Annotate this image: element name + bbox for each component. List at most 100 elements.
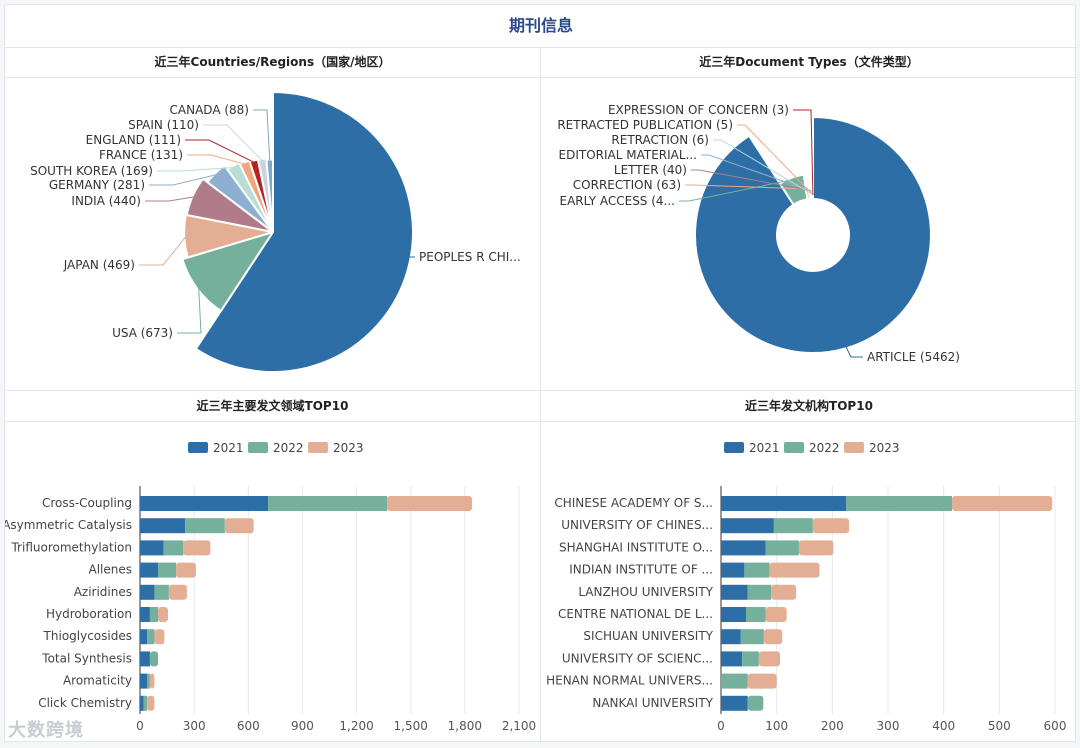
leader-line xyxy=(185,139,255,163)
bar-henan-normal-univers-2023 xyxy=(747,673,777,689)
institutions-bar-chart: 2021 2022 2023 0 100 200 300 400 500 600 CHINESE A… xyxy=(546,441,1067,733)
bar-chinese-academy-of-s-2023 xyxy=(952,496,1053,511)
legend-swatch-2022 xyxy=(784,442,804,453)
bar-university-of-chines-2023 xyxy=(812,518,850,534)
x-tick-label: 200 xyxy=(821,719,844,733)
slice-label: LETTER (40) xyxy=(614,163,687,177)
bar-chinese-academy-of-s-2021 xyxy=(721,496,847,511)
bar-asymmetric-catalysis-2021 xyxy=(140,518,186,534)
category-label: Aziridines xyxy=(74,585,132,599)
slice-germany-281 xyxy=(206,164,274,233)
page-title: 期刊信息 xyxy=(5,5,1077,48)
bar-university-of-chines-2022 xyxy=(773,518,813,534)
slice-label: ARTICLE (5462) xyxy=(867,350,960,364)
category-label: Asymmetric Catalysis xyxy=(5,518,132,532)
bar-indian-institute-of-2023 xyxy=(769,562,820,578)
bar-click-chemistry-2023 xyxy=(147,695,155,711)
institutions-panel-title: 近三年发文机构TOP10 xyxy=(541,391,1077,422)
x-tick-label: 400 xyxy=(932,719,955,733)
bar-click-chemistry-2022 xyxy=(143,695,148,711)
bar-centre-national-de-l-2022 xyxy=(746,607,766,622)
horizontal-divider xyxy=(5,390,1077,391)
countries-panel: 近三年Countries/Regions（国家/地区） PEOPLES R CH… xyxy=(5,47,540,390)
slice-usa-673 xyxy=(181,231,274,312)
legend-label-2022: 2022 xyxy=(809,441,840,455)
leader-line xyxy=(157,166,235,172)
countries-panel-title: 近三年Countries/Regions（国家/地区） xyxy=(5,47,540,78)
fields-panel-title: 近三年主要发文领域TOP10 xyxy=(5,391,540,422)
x-tick-label: 600 xyxy=(1044,719,1067,733)
bar-cross-coupling-2023 xyxy=(387,496,473,511)
institutions-panel: 近三年发文机构TOP10 2021 2022 2023 0 100 200 300 400 50… xyxy=(541,391,1077,743)
x-tick-label: 900 xyxy=(291,719,314,733)
slice-label: JAPAN (469) xyxy=(63,258,135,272)
leader-line xyxy=(149,174,217,186)
bar-thioglycosides-2021 xyxy=(140,629,148,645)
slice-label: EXPRESSION OF CONCERN (3) xyxy=(608,103,789,117)
leader-line xyxy=(253,109,271,162)
leader-line xyxy=(845,346,863,358)
bar-aromaticity-2023 xyxy=(149,673,155,689)
x-tick-label: 0 xyxy=(136,719,144,733)
bar-aziridines-2023 xyxy=(168,584,187,600)
bar-total-synthesis-2022 xyxy=(149,651,159,667)
x-tick-label: 2,100 xyxy=(502,719,536,733)
leader-line xyxy=(139,235,187,266)
bar-total-synthesis-2021 xyxy=(140,651,150,667)
legend-label-2022: 2022 xyxy=(273,441,304,455)
legend-label-2021: 2021 xyxy=(749,441,780,455)
legend-swatch-2022 xyxy=(248,442,268,453)
x-tick-label: 1,500 xyxy=(394,719,428,733)
bar-nankai-university-2021 xyxy=(721,695,748,711)
category-label: Aromaticity xyxy=(63,674,132,688)
leader-line xyxy=(187,154,246,165)
leader-line xyxy=(737,124,814,195)
bar-centre-national-de-l-2021 xyxy=(721,607,747,622)
bar-university-of-scienc-2023 xyxy=(758,651,781,667)
bar-university-of-scienc-2022 xyxy=(742,651,759,667)
slice-label: EDITORIAL MATERIAL... xyxy=(559,148,697,162)
legend-swatch-2023 xyxy=(844,442,864,453)
bar-allenes-2022 xyxy=(158,562,177,578)
bar-click-chemistry-2021 xyxy=(140,695,144,711)
watermark: 大数跨境 xyxy=(8,720,84,741)
bar-henan-normal-univers-2022 xyxy=(721,673,748,689)
leader-line xyxy=(691,169,811,191)
leader-line xyxy=(177,287,202,334)
bar-hydroboration-2023 xyxy=(158,607,168,622)
x-tick-label: 300 xyxy=(877,719,900,733)
fields-bar-chart: 2021 2022 2023 0 300 600 900 1,200 1,500 1,800 2,1… xyxy=(5,441,536,733)
category-label: UNIVERSITY OF SCIENC... xyxy=(562,651,713,665)
slice-label: INDIA (440) xyxy=(71,194,141,208)
doctypes-panel-title: 近三年Document Types（文件类型） xyxy=(541,47,1077,78)
x-tick-label: 600 xyxy=(237,719,260,733)
bar-hydroboration-2022 xyxy=(149,607,159,622)
bar-trifluoromethylation-2022 xyxy=(163,540,184,556)
slice-label: CANADA (88) xyxy=(170,103,249,117)
doctypes-panel: 近三年Document Types（文件类型） ARTICLE (5462) EA… xyxy=(541,47,1077,390)
bar-university-of-chines-2021 xyxy=(721,518,774,534)
bar-lanzhou-university-2021 xyxy=(721,584,748,600)
category-label: Click Chemistry xyxy=(38,696,132,710)
bar-university-of-scienc-2021 xyxy=(721,651,743,667)
bar-trifluoromethylation-2021 xyxy=(140,540,164,556)
vertical-divider xyxy=(540,47,541,743)
legend-swatch-2021 xyxy=(188,442,208,453)
slice-spain-110 xyxy=(256,157,274,233)
slice-peoples-r-chi xyxy=(194,91,414,373)
bar-indian-institute-of-2021 xyxy=(721,562,745,578)
leader-line xyxy=(399,256,415,272)
leader-line xyxy=(145,196,195,202)
x-tick-label: 300 xyxy=(183,719,206,733)
leader-line xyxy=(701,154,812,192)
leader-line xyxy=(713,139,813,195)
slice-label: PEOPLES R CHI... xyxy=(419,250,521,264)
category-label: Hydroboration xyxy=(46,607,132,621)
bar-thioglycosides-2023 xyxy=(154,629,165,645)
bar-sichuan-university-2023 xyxy=(763,629,783,645)
bar-sichuan-university-2022 xyxy=(740,629,764,645)
slice-article-5462 xyxy=(694,116,932,354)
slice-label: FRANCE (131) xyxy=(99,148,183,162)
slice-france-131 xyxy=(238,159,274,233)
bar-thioglycosides-2022 xyxy=(147,629,155,645)
